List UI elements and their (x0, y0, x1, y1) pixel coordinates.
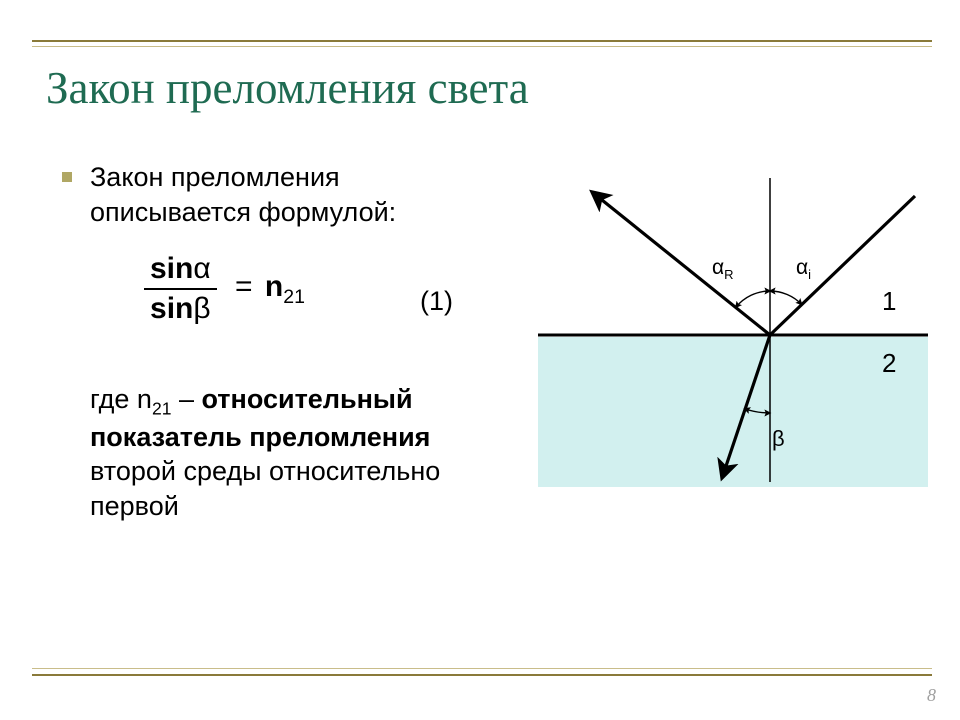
rule-top-outer (32, 40, 932, 42)
rule-top-inner (32, 46, 932, 47)
refraction-diagram: αR αi β 1 2 (520, 170, 930, 490)
equation-number: (1) (420, 286, 453, 317)
svg-text:2: 2 (882, 348, 896, 378)
rule-bot-inner (32, 668, 932, 669)
refraction-svg: αR αi β 1 2 (520, 170, 930, 490)
formula-num-fn: sin (150, 252, 193, 285)
desc-prefix: где n (90, 384, 152, 414)
formula-den-fn: sin (150, 292, 193, 325)
svg-text:1: 1 (882, 286, 896, 316)
bullet-text: Закон преломления описывается формулой: (90, 160, 498, 229)
svg-text:β: β (772, 426, 785, 451)
desc-suffix: второй среды относительно первой (90, 456, 440, 521)
formula-den-arg: β (193, 292, 210, 325)
formula-rhs-sub: 21 (283, 286, 305, 308)
rule-bot-outer (32, 674, 932, 676)
page-number: 8 (927, 685, 936, 706)
formula: sinα sinβ = n21 (144, 250, 305, 328)
desc-sub: 21 (152, 398, 172, 418)
formula-num-arg: α (193, 252, 210, 285)
desc-dash: – (171, 384, 201, 414)
formula-equals: = (235, 270, 253, 303)
description-text: где n21 – относительный показатель прело… (90, 382, 520, 523)
slide-title: Закон преломления света (46, 62, 529, 114)
formula-fraction: sinα sinβ (144, 250, 217, 328)
svg-text:αi: αi (796, 256, 811, 282)
svg-text:αR: αR (712, 256, 734, 282)
formula-rhs-sym: n (261, 270, 283, 303)
body-text-block: Закон преломления описывается формулой: (58, 160, 498, 229)
